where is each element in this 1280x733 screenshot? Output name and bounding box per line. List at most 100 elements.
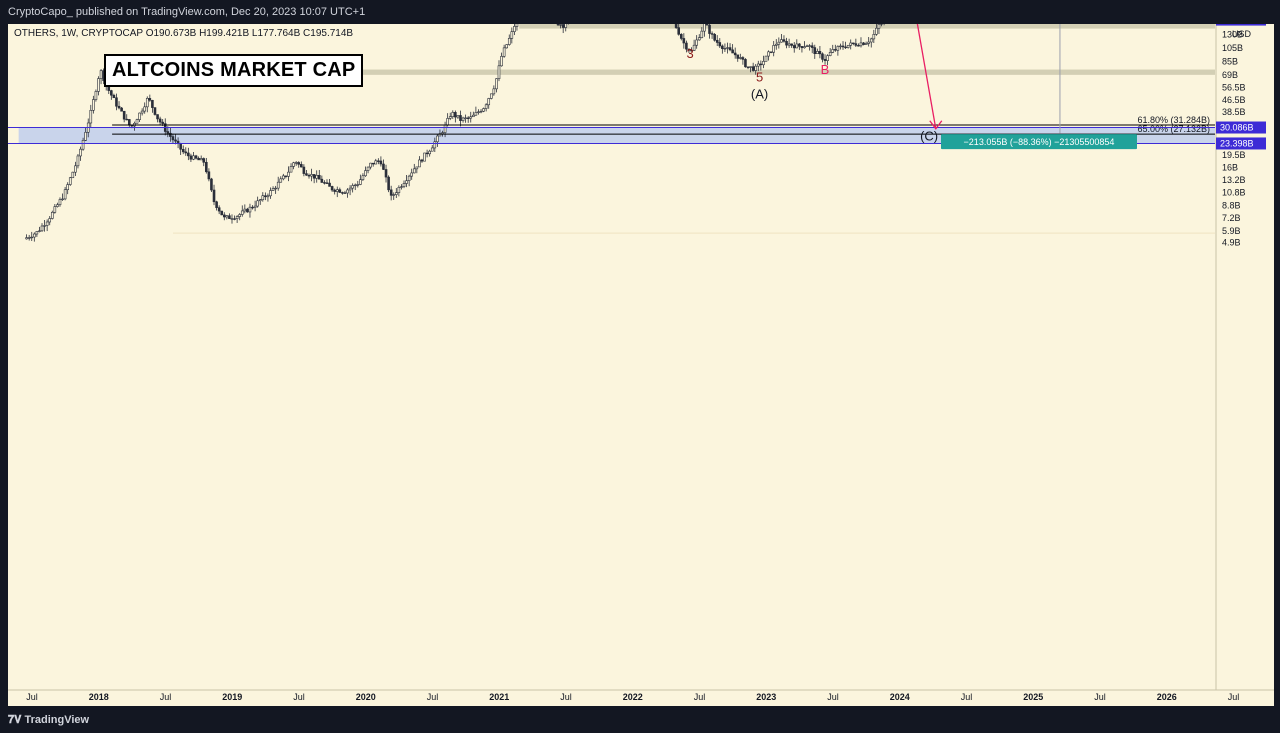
candle — [759, 60, 763, 71]
candle — [68, 176, 72, 186]
candle — [197, 156, 200, 161]
candle — [474, 106, 478, 116]
candle-body — [48, 218, 52, 223]
candle — [261, 192, 265, 202]
price-chart[interactable]: 65.00% (249.760B)61.80% (234.698B)61.80%… — [8, 24, 1274, 706]
projection-down-arrow-2 — [916, 24, 937, 129]
candle-body — [756, 63, 760, 67]
candle — [335, 186, 339, 198]
candle-body — [769, 51, 773, 53]
candle-body — [448, 116, 452, 119]
candle-body — [836, 46, 840, 51]
candle — [207, 168, 211, 182]
candle — [220, 210, 224, 216]
candle-body — [122, 110, 126, 120]
y-tick-label: 13.2B — [1222, 175, 1246, 185]
candle — [834, 44, 837, 52]
candle-body — [436, 135, 439, 143]
candle — [721, 44, 724, 54]
candle-body — [746, 66, 750, 68]
candle — [92, 95, 95, 114]
candle — [248, 203, 252, 218]
candle — [487, 97, 491, 109]
candle-body — [161, 121, 164, 124]
candle — [148, 94, 152, 102]
candle-body — [84, 131, 87, 141]
candle-body — [708, 24, 711, 34]
candle — [826, 54, 829, 66]
y-tick-label: 46.5B — [1222, 95, 1246, 105]
x-tick-label: 2026 — [1157, 692, 1177, 702]
wave-label: (A) — [751, 87, 768, 102]
candle-body — [276, 181, 280, 189]
candle-body — [710, 33, 714, 35]
candle — [125, 114, 129, 121]
candle — [400, 184, 403, 190]
candle — [772, 40, 775, 57]
candle-body — [415, 166, 419, 170]
candle — [243, 204, 247, 214]
candle — [803, 41, 806, 49]
candle-body — [679, 34, 683, 39]
candle-body — [397, 187, 401, 193]
candle-body — [810, 45, 814, 48]
candle — [410, 168, 414, 180]
candle — [366, 166, 370, 174]
candle — [792, 42, 796, 53]
candle — [284, 175, 288, 179]
candle — [171, 133, 175, 145]
candle-body — [454, 112, 457, 118]
candle-body — [166, 131, 170, 134]
candle — [862, 41, 865, 46]
candle-body — [875, 27, 878, 35]
candle-body — [323, 182, 326, 184]
candle — [564, 24, 568, 32]
candle — [151, 99, 154, 113]
candle — [851, 42, 855, 46]
currency-label: USD — [1232, 29, 1252, 39]
candle — [279, 176, 283, 183]
candle-body — [862, 42, 865, 45]
candle-body — [97, 78, 100, 92]
price-tag-label: 164.827B — [1220, 24, 1259, 25]
candle — [510, 27, 514, 44]
candle — [382, 159, 385, 170]
fib-label: 61.80% (31.284B) — [1137, 115, 1210, 125]
candle-body — [474, 112, 478, 116]
candle — [271, 186, 275, 192]
candle-body — [128, 119, 131, 126]
candle — [76, 154, 80, 169]
candle-body — [718, 42, 722, 47]
candle — [30, 231, 34, 241]
fib-label: 65.00% (27.132B) — [1137, 124, 1210, 134]
y-tick-label: 4.9B — [1222, 238, 1241, 248]
candle-body — [869, 38, 873, 43]
candle — [397, 185, 401, 197]
candle-body — [253, 205, 257, 208]
candle — [328, 178, 331, 187]
candle — [877, 24, 881, 34]
candle-body — [300, 164, 303, 168]
chart-panel[interactable]: 65.00% (249.760B)61.80% (234.698B)61.80%… — [8, 24, 1274, 706]
candle-body — [312, 174, 316, 179]
candle — [40, 223, 44, 232]
candle — [343, 190, 347, 194]
candle-body — [764, 55, 768, 62]
candle — [428, 149, 431, 157]
candle — [99, 69, 103, 85]
candle-body — [266, 195, 270, 198]
candle-body — [169, 132, 172, 137]
candle — [469, 111, 473, 123]
candle — [56, 202, 59, 208]
wave-label: A — [777, 24, 786, 25]
candle — [436, 134, 439, 147]
candle — [153, 107, 157, 116]
candle-body — [261, 195, 265, 201]
candle — [50, 210, 54, 220]
candle — [294, 161, 298, 166]
candle — [97, 76, 100, 96]
candle-body — [877, 24, 881, 29]
candle — [341, 191, 344, 195]
candle-body — [320, 178, 324, 183]
